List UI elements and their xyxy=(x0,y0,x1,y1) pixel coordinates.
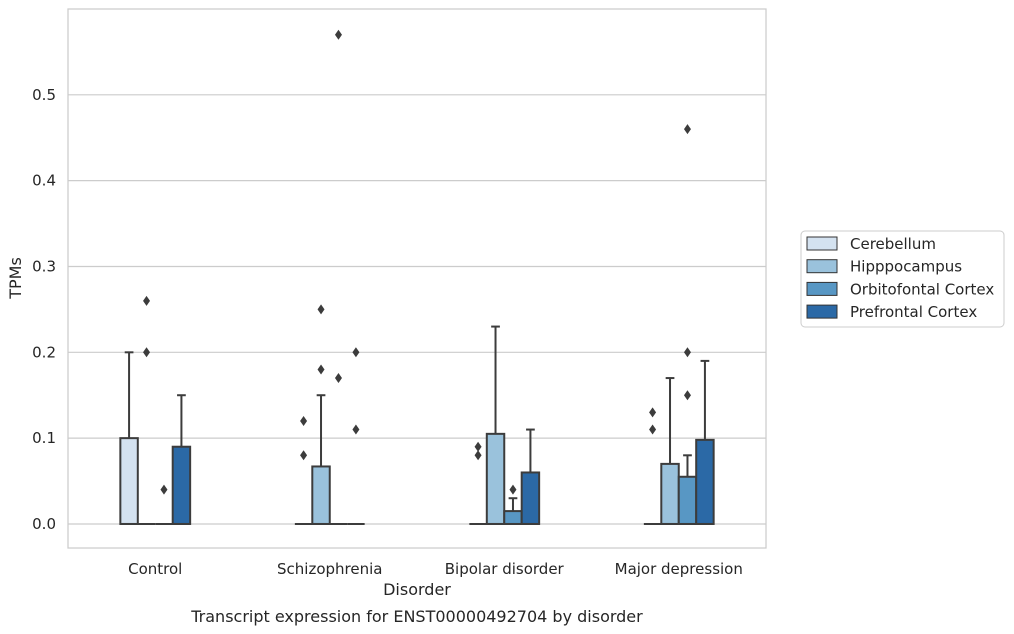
x-tick-label: Major depression xyxy=(615,560,743,578)
x-tick-label: Schizophrenia xyxy=(277,560,382,578)
legend-label: Prefrontal Cortex xyxy=(850,303,977,321)
y-tick-label: 0.1 xyxy=(32,429,56,447)
box xyxy=(119,437,139,525)
legend: Cerebellum Hipppocampus Orbitofontal Corte… xyxy=(800,230,1005,328)
box-group xyxy=(469,441,487,525)
legend-label: Orbitofontal Cortex xyxy=(850,280,994,298)
box xyxy=(171,445,192,525)
outlier-point xyxy=(509,484,517,495)
box-group xyxy=(137,295,156,525)
legend-swatch xyxy=(806,304,838,319)
box xyxy=(695,438,715,525)
y-tick-label: 0.5 xyxy=(32,86,56,104)
box-group xyxy=(329,29,348,525)
box-group xyxy=(155,484,173,525)
outlier-point xyxy=(334,29,342,40)
y-tick-label: 0.0 xyxy=(32,515,56,533)
outlier-point xyxy=(649,424,657,435)
box-group xyxy=(643,407,662,525)
box xyxy=(503,510,523,525)
y-tick-label: 0.2 xyxy=(32,343,56,361)
y-tick-labels: 0.0 0.1 0.2 0.3 0.4 0.5 xyxy=(32,86,56,533)
outlier-point xyxy=(352,347,360,358)
plot-frame xyxy=(67,8,767,549)
box-group xyxy=(485,325,506,525)
box-group xyxy=(171,394,192,525)
box-group xyxy=(660,377,680,525)
x-axis-title: Disorder xyxy=(383,580,451,599)
outlier-point xyxy=(317,364,325,375)
y-tick-label: 0.4 xyxy=(32,172,56,190)
legend-swatch xyxy=(806,259,838,274)
x-tick-labels: Control Schizophrenia Bipolar disorder Majo… xyxy=(128,560,743,578)
outlier-point xyxy=(474,450,482,461)
y-axis-title: TPMs xyxy=(6,257,25,300)
legend-swatch xyxy=(806,281,838,296)
outlier-point xyxy=(683,390,691,401)
legend-label: Hipppocampus xyxy=(850,258,962,276)
box-group xyxy=(294,415,313,525)
x-tick-label: Bipolar disorder xyxy=(445,560,565,578)
y-tick-label: 0.3 xyxy=(32,257,56,275)
outlier-point xyxy=(352,424,360,435)
x-tick-label: Control xyxy=(128,560,182,578)
legend-swatch xyxy=(806,236,838,251)
box xyxy=(485,432,506,525)
outlier-point xyxy=(649,407,657,418)
box xyxy=(311,465,331,525)
box-group xyxy=(119,351,139,525)
box xyxy=(660,462,680,525)
box xyxy=(677,475,698,525)
legend-label: Cerebellum xyxy=(850,235,936,253)
figure-caption: Transcript expression for ENST0000049270… xyxy=(190,607,643,626)
box-group xyxy=(520,428,541,525)
box-group xyxy=(695,359,715,525)
outlier-point xyxy=(143,347,151,358)
outlier-point xyxy=(160,484,168,495)
outlier-point xyxy=(683,124,691,135)
outlier-point xyxy=(474,441,482,452)
outlier-point xyxy=(334,373,342,384)
legend-frame xyxy=(800,230,1005,328)
outlier-point xyxy=(317,304,325,315)
outlier-point xyxy=(683,347,691,358)
outlier-point xyxy=(143,295,151,306)
outlier-point xyxy=(300,450,308,461)
outlier-point xyxy=(300,415,308,426)
box xyxy=(520,471,541,525)
box-groups xyxy=(119,29,715,525)
box-group xyxy=(347,347,365,525)
box-group xyxy=(311,304,331,525)
